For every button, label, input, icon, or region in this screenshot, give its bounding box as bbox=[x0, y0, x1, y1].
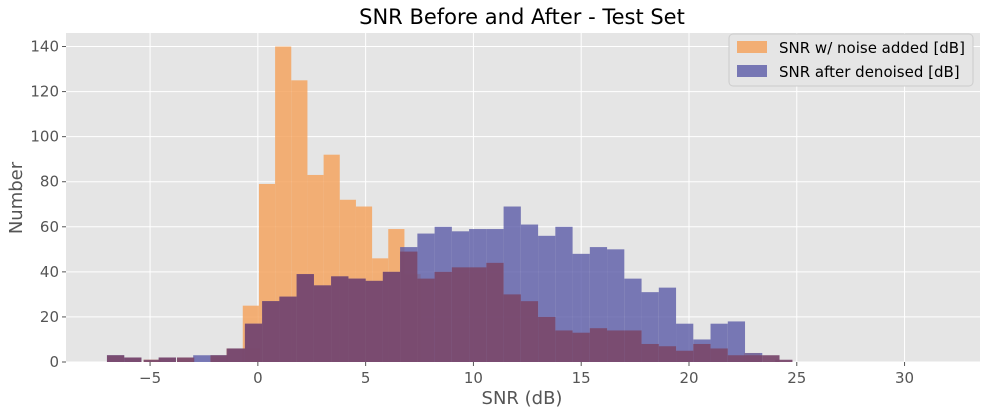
x-tick-label-0: −5 bbox=[139, 369, 161, 387]
legend: SNR w/ noise added [dB] SNR after denois… bbox=[728, 33, 974, 87]
bar-overlap-27 bbox=[572, 332, 590, 362]
y-axis-label: Number bbox=[6, 161, 27, 234]
bar-overlap-14 bbox=[348, 278, 366, 362]
bar-overlap-11 bbox=[296, 274, 314, 362]
bar-overlap-30 bbox=[624, 330, 642, 362]
bar-overlap-2 bbox=[143, 359, 161, 362]
bar-overlap-38 bbox=[762, 355, 780, 362]
bar-overlap-26 bbox=[555, 330, 573, 362]
x-tick-label-5: 20 bbox=[679, 369, 698, 387]
bar-overlap-16 bbox=[382, 271, 401, 362]
bar-overlap-9 bbox=[262, 301, 280, 362]
bar-overlap-10 bbox=[279, 296, 297, 362]
bar-overlap-0 bbox=[106, 355, 125, 362]
bar-overlap-20 bbox=[451, 267, 470, 362]
bar-overlap-23 bbox=[503, 294, 521, 362]
bar-overlap-28 bbox=[589, 328, 608, 362]
series-overlap-bars bbox=[106, 251, 793, 362]
legend-box bbox=[728, 33, 974, 87]
x-tick-label-4: 15 bbox=[572, 369, 591, 387]
bar-overlap-19 bbox=[434, 271, 452, 362]
bar-overlap-21 bbox=[469, 267, 487, 362]
bar-noise-added-6 bbox=[275, 46, 292, 363]
x-axis-ticks: −5 0 5 10 15 20 25 30 bbox=[139, 362, 914, 387]
bar-overlap-24 bbox=[520, 301, 539, 362]
bar-denoised-30 bbox=[658, 287, 677, 362]
y-tick-label-5: 100 bbox=[30, 128, 59, 146]
y-tick-label-2: 40 bbox=[40, 263, 59, 281]
bar-overlap-1 bbox=[124, 357, 142, 362]
bar-overlap-29 bbox=[607, 330, 625, 362]
bar-overlap-17 bbox=[400, 251, 418, 362]
bar-overlap-12 bbox=[313, 285, 332, 362]
x-tick-label-7: 30 bbox=[895, 369, 914, 387]
x-tick-label-3: 10 bbox=[464, 369, 483, 387]
bar-overlap-6 bbox=[226, 348, 244, 362]
bar-overlap-35 bbox=[710, 348, 728, 362]
y-tick-label-6: 120 bbox=[30, 83, 59, 101]
bar-overlap-13 bbox=[331, 276, 349, 362]
bar-overlap-37 bbox=[745, 355, 763, 362]
legend-label-denoised: SNR after denoised [dB] bbox=[779, 63, 960, 81]
bar-overlap-36 bbox=[727, 355, 746, 362]
bar-overlap-18 bbox=[417, 278, 435, 362]
bar-denoised-3 bbox=[193, 355, 211, 362]
bar-overlap-15 bbox=[365, 280, 383, 362]
legend-swatch-noise-added bbox=[737, 41, 767, 53]
bar-overlap-34 bbox=[693, 343, 711, 362]
bar-overlap-39 bbox=[775, 359, 793, 362]
x-tick-label-1: 0 bbox=[253, 369, 263, 387]
bar-overlap-31 bbox=[641, 343, 659, 362]
y-tick-label-3: 60 bbox=[40, 218, 59, 236]
chart-title: SNR Before and After - Test Set bbox=[359, 5, 685, 29]
bar-denoised-34 bbox=[727, 321, 746, 362]
y-tick-label-4: 80 bbox=[40, 173, 59, 191]
y-tick-label-0: 0 bbox=[49, 353, 59, 371]
bar-overlap-8 bbox=[244, 323, 263, 362]
y-tick-label-7: 140 bbox=[30, 38, 59, 56]
bar-overlap-3 bbox=[158, 357, 176, 362]
legend-swatch-denoised bbox=[737, 65, 767, 77]
bar-overlap-4 bbox=[177, 357, 195, 362]
legend-label-noise-added: SNR w/ noise added [dB] bbox=[779, 39, 965, 57]
x-tick-label-6: 25 bbox=[787, 369, 806, 387]
bar-overlap-25 bbox=[538, 316, 556, 362]
y-axis-ticks: 0 20 40 60 80 100 120 140 bbox=[30, 38, 66, 371]
x-tick-label-2: 5 bbox=[361, 369, 371, 387]
y-tick-label-1: 20 bbox=[40, 308, 59, 326]
bar-denoised-24 bbox=[555, 226, 573, 362]
bar-overlap-33 bbox=[676, 350, 694, 362]
bar-overlap-5 bbox=[210, 355, 228, 362]
bar-overlap-32 bbox=[658, 346, 677, 362]
x-axis-label: SNR (dB) bbox=[482, 388, 563, 409]
bar-overlap-22 bbox=[486, 262, 504, 362]
